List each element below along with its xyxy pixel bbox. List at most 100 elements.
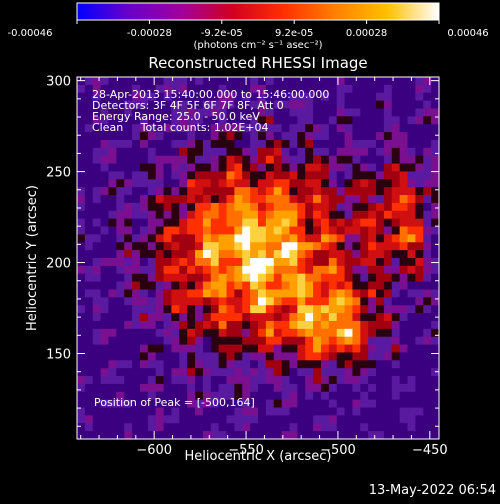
heatmap-cell [147, 305, 157, 314]
heatmap-cell [305, 344, 314, 354]
heatmap-cell [360, 258, 369, 267]
heatmap-cell [258, 383, 267, 393]
heatmap-cell [226, 320, 235, 330]
heatmap-cell [328, 344, 338, 354]
heatmap-cell [132, 297, 141, 306]
heatmap-cell [305, 139, 314, 149]
heatmap-cell [258, 202, 267, 212]
heatmap-cell [376, 187, 385, 196]
heatmap-cell [179, 265, 188, 275]
heatmap-cell [336, 313, 346, 322]
heatmap-cell [320, 210, 330, 220]
heatmap-cell [415, 431, 424, 439]
heatmap-cell [108, 415, 117, 424]
heatmap-cell [265, 399, 275, 409]
heatmap-cell [218, 250, 228, 259]
heatmap-cell [320, 273, 330, 283]
heatmap-cell [297, 313, 306, 322]
heatmap-cell [124, 100, 133, 110]
heatmap-cell [265, 132, 275, 141]
heatmap-cell [202, 147, 212, 157]
heatmap-cell [132, 399, 141, 409]
heatmap-cell [265, 344, 275, 354]
heatmap-cell [391, 77, 401, 86]
heatmap-cell [100, 265, 110, 275]
heatmap-cell [187, 258, 196, 267]
heatmap-cell [100, 195, 110, 204]
heatmap-cell [344, 344, 354, 354]
heatmap-cell [108, 179, 117, 188]
heatmap-cell [163, 124, 173, 133]
heatmap-cell [431, 328, 439, 338]
heatmap-cell [273, 92, 283, 102]
heatmap-cell [234, 108, 243, 117]
heatmap-cell [242, 179, 251, 188]
heatmap-cell [289, 258, 298, 267]
heatmap-cell [399, 320, 409, 330]
heatmap-cell [100, 431, 110, 439]
heatmap-cell [313, 431, 322, 439]
heatmap-cell [108, 250, 117, 259]
heatmap-cell [250, 202, 259, 212]
heatmap-cell [210, 399, 220, 409]
heatmap-cell [163, 376, 173, 385]
heatmap-cell [155, 273, 165, 283]
heatmap-cell [368, 313, 377, 322]
heatmap-cell [423, 399, 432, 409]
heatmap-cell [195, 407, 204, 416]
heatmap-cell [171, 100, 180, 110]
heatmap-cell [226, 423, 235, 432]
heatmap-cell [313, 383, 322, 393]
heatmap-cell [155, 195, 165, 204]
heatmap-cell [84, 132, 94, 141]
heatmap-cell [242, 320, 251, 330]
heatmap-cell [297, 195, 306, 204]
heatmap-cell [336, 108, 346, 117]
heatmap-cell [163, 423, 173, 432]
heatmap-cell [84, 415, 94, 424]
heatmap-cell [391, 116, 401, 125]
heatmap-cell [147, 313, 157, 322]
heatmap-cell [195, 313, 204, 322]
heatmap-cell [147, 265, 157, 275]
heatmap-cell [415, 132, 424, 141]
heatmap-cell [242, 187, 251, 196]
heatmap-cell [376, 147, 385, 157]
heatmap-cell [415, 234, 424, 243]
heatmap-cell [179, 399, 188, 409]
heatmap-cell [124, 352, 133, 361]
heatmap-cell [265, 368, 275, 377]
heatmap-cell [92, 92, 102, 102]
heatmap-cell [305, 360, 314, 369]
heatmap-cell [265, 320, 275, 330]
heatmap-cell [84, 328, 94, 338]
heatmap-cell [352, 383, 361, 393]
heatmap-cell [344, 305, 354, 314]
heatmap-cell [352, 297, 361, 306]
heatmap-cell [320, 258, 330, 267]
heatmap-cell [234, 305, 243, 314]
heatmap-cell [328, 415, 338, 424]
heatmap-cell [423, 407, 432, 416]
heatmap-cell [202, 124, 212, 133]
heatmap-cell [100, 116, 110, 125]
heatmap-cell [187, 376, 196, 385]
annotation-time-range: 28-Apr-2013 15:40:00.000 to 15:46:00.000 [92, 88, 329, 101]
heatmap-cell [210, 415, 220, 424]
heatmap-cell [147, 328, 157, 338]
heatmap-cell [116, 376, 125, 385]
heatmap-cell [179, 163, 188, 173]
heatmap-cell [242, 383, 251, 393]
heatmap-cell [265, 297, 275, 306]
heatmap-cell [376, 313, 385, 322]
heatmap-cell [147, 289, 157, 298]
heatmap-cell [368, 391, 377, 401]
heatmap-cell [171, 210, 180, 220]
heatmap-cell [242, 155, 251, 165]
heatmap-cell [100, 368, 110, 377]
heatmap-cell [226, 273, 235, 283]
heatmap-cell [368, 273, 377, 283]
heatmap-cell [297, 155, 306, 165]
heatmap-cell [289, 273, 298, 283]
heatmap-cell [179, 195, 188, 204]
